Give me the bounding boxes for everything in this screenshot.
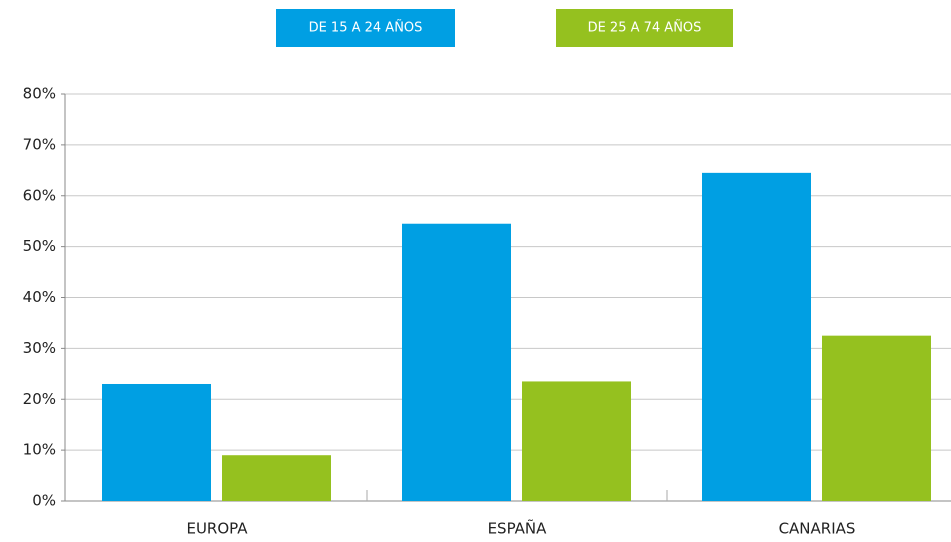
y-tick-label: 40% [23,288,56,306]
y-tick-label: 20% [23,390,56,408]
y-tick-label: 50% [23,237,56,255]
bar [822,335,931,501]
x-tick-label: EUROPA [186,520,248,538]
x-tick-label: CANARIAS [779,520,856,538]
legend-label: DE 15 A 24 AÑOS [309,20,423,36]
bar [222,455,331,501]
bar [402,223,511,501]
legend-swatch [556,9,733,47]
y-tick-label: 10% [23,441,56,459]
y-tick-label: 30% [23,339,56,357]
bar [522,381,631,501]
y-tick-label: 60% [23,186,56,204]
legend-label: DE 25 A 74 AÑOS [588,20,702,36]
y-tick-label: 70% [23,135,56,153]
x-tick-label: ESPAÑA [488,519,548,538]
bar [102,383,211,501]
y-tick-label: 80% [23,85,56,103]
y-tick-label: 0% [32,492,56,510]
bar [702,172,811,501]
legend-swatch [276,9,455,47]
